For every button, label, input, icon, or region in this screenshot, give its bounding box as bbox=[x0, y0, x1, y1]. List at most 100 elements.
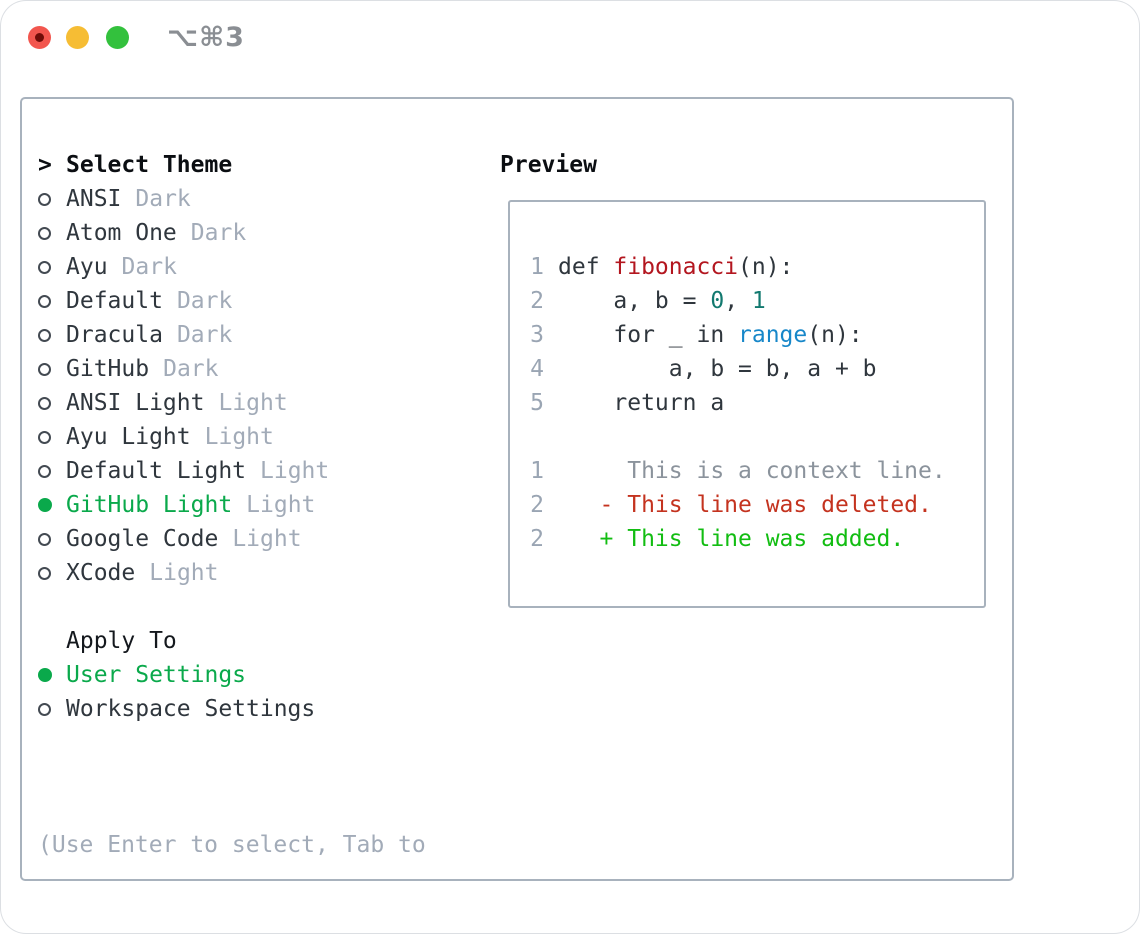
theme-variant-label: Light bbox=[260, 458, 330, 484]
option-label: ANSI Light bbox=[66, 390, 205, 416]
theme-option-ayu[interactable]: Ayu Dark bbox=[38, 250, 329, 284]
code-segment-plain: a, b = b, a + b bbox=[558, 356, 877, 382]
code-segment-builtin: range bbox=[738, 322, 808, 348]
theme-option-google-code[interactable]: Google Code Light bbox=[38, 522, 329, 556]
code-line: 5 return a bbox=[510, 386, 984, 420]
close-button[interactable] bbox=[28, 26, 51, 49]
line-number: 2 bbox=[530, 492, 544, 518]
radio-unselected-icon bbox=[38, 396, 66, 410]
theme-option-ayu-light[interactable]: Ayu Light Light bbox=[38, 420, 329, 454]
radio-selected-icon bbox=[38, 498, 66, 512]
theme-option-xcode[interactable]: XCode Light bbox=[38, 556, 329, 590]
line-number: 2 bbox=[530, 288, 544, 314]
apply-options-list: User Settings Workspace Settings bbox=[38, 658, 315, 726]
select-theme-label: Select Theme bbox=[66, 152, 233, 178]
line-number: 2 bbox=[530, 526, 544, 552]
apply-to-header: Apply To bbox=[38, 624, 315, 658]
theme-variant-label: Dark bbox=[121, 254, 177, 280]
code-segment-added: + This line was added. bbox=[558, 526, 905, 552]
theme-option-github[interactable]: GitHub Dark bbox=[38, 352, 329, 386]
radio-unselected-icon bbox=[38, 362, 66, 376]
option-label: User Settings bbox=[66, 662, 247, 688]
code-line: 4 a, b = b, a + b bbox=[510, 352, 984, 386]
theme-select-section: > Select Theme ANSI Dark Atom One Dark Ayu Da… bbox=[38, 148, 329, 590]
code-line: 1 def fibonacci(n): bbox=[510, 250, 984, 284]
radio-unselected-icon bbox=[38, 226, 66, 240]
radio-unselected-icon bbox=[38, 192, 66, 206]
code-segment-deleted: - This line was deleted. bbox=[558, 492, 932, 518]
radio-unselected-icon bbox=[38, 566, 66, 580]
option-label: Atom One bbox=[66, 220, 177, 246]
theme-variant-label: Dark bbox=[176, 288, 233, 314]
code-segment-plain: for _ in bbox=[558, 322, 739, 348]
radio-selected-icon bbox=[38, 668, 66, 682]
theme-variant-label: Dark bbox=[163, 356, 219, 382]
option-label: Default bbox=[66, 288, 163, 314]
theme-variant-label: Light bbox=[204, 424, 274, 450]
line-number: 5 bbox=[530, 390, 544, 416]
radio-unselected-icon bbox=[38, 702, 66, 716]
theme-variant-label: Dark bbox=[176, 322, 233, 348]
code-line: 1 This is a context line. bbox=[510, 454, 984, 488]
option-label: Dracula bbox=[66, 322, 163, 348]
code-segment-context: This is a context line. bbox=[558, 458, 946, 484]
code-line: 3 for _ in range(n): bbox=[510, 318, 984, 352]
preview-title: Preview bbox=[500, 152, 597, 178]
hint-line-1: (Use Enter to select, Tab to bbox=[38, 832, 426, 858]
theme-option-github-light[interactable]: GitHub Light Light bbox=[38, 488, 329, 522]
theme-option-ansi-light[interactable]: ANSI Light Light bbox=[38, 386, 329, 420]
theme-option-default[interactable]: Default Dark bbox=[38, 284, 329, 318]
option-label: Ayu Light bbox=[66, 424, 191, 450]
theme-option-default-light[interactable]: Default Light Light bbox=[38, 454, 329, 488]
code-text: def fibonacci(n): bbox=[558, 254, 793, 280]
radio-unselected-icon bbox=[38, 328, 66, 342]
option-label: Default Light bbox=[66, 458, 247, 484]
code-line: 2 - This line was deleted. bbox=[510, 488, 984, 522]
code-text: - This line was deleted. bbox=[558, 492, 932, 518]
select-theme-header: > Select Theme bbox=[38, 148, 329, 182]
zoom-button[interactable] bbox=[106, 26, 129, 49]
code-text: for _ in range(n): bbox=[558, 322, 862, 348]
code-segment-number: 0 bbox=[710, 288, 725, 314]
code-segment-number: 1 bbox=[751, 288, 766, 314]
theme-variant-label: Dark bbox=[190, 220, 247, 246]
code-segment-plain: (n): bbox=[738, 254, 794, 280]
preview-pane: 1 def fibonacci(n): 2 a, b = 0, 1 3 for _ i… bbox=[508, 200, 986, 608]
code-text: + This line was added. bbox=[558, 526, 905, 552]
apply-to-section: Apply To User Settings Workspace Settings bbox=[38, 624, 315, 726]
theme-option-ansi[interactable]: ANSI Dark bbox=[38, 182, 329, 216]
option-label: XCode bbox=[66, 560, 136, 586]
theme-dialog-panel: > Select Theme ANSI Dark Atom One Dark Ayu Da… bbox=[20, 97, 1014, 881]
line-number: 1 bbox=[530, 458, 544, 484]
line-number: 1 bbox=[530, 254, 544, 280]
code-segment-plain: , bbox=[724, 288, 752, 314]
radio-unselected-icon bbox=[38, 260, 66, 274]
option-label: Workspace Settings bbox=[66, 696, 316, 722]
theme-option-atom-one[interactable]: Atom One Dark bbox=[38, 216, 329, 250]
radio-unselected-icon bbox=[38, 532, 66, 546]
option-label: Ayu bbox=[66, 254, 108, 280]
apply-option-user-settings[interactable]: User Settings bbox=[38, 658, 315, 692]
code-preview: 1 def fibonacci(n): 2 a, b = 0, 1 3 for _ i… bbox=[510, 250, 984, 556]
option-label: GitHub Light bbox=[66, 492, 233, 518]
keyboard-hint: (Use Enter to select, Tab to change focu… bbox=[38, 760, 426, 934]
code-text: a, b = b, a + b bbox=[558, 356, 877, 382]
code-segment-plain: a, b = bbox=[558, 288, 711, 314]
unsaved-dot-icon bbox=[35, 33, 44, 42]
code-line bbox=[510, 420, 984, 454]
option-label: ANSI bbox=[66, 186, 122, 212]
code-text: This is a context line. bbox=[558, 458, 946, 484]
hint-line-2: change focus) bbox=[38, 930, 426, 934]
apply-to-label: Apply To bbox=[66, 628, 177, 654]
line-number: 4 bbox=[530, 356, 544, 382]
minimize-button[interactable] bbox=[66, 26, 89, 49]
theme-option-dracula[interactable]: Dracula Dark bbox=[38, 318, 329, 352]
code-segment-plain: return a bbox=[558, 390, 725, 416]
theme-variant-label: Light bbox=[149, 560, 219, 586]
radio-unselected-icon bbox=[38, 430, 66, 444]
line-number: 3 bbox=[530, 322, 544, 348]
apply-option-workspace-settings[interactable]: Workspace Settings bbox=[38, 692, 315, 726]
focus-cursor-icon: > bbox=[38, 152, 52, 178]
radio-unselected-icon bbox=[38, 464, 66, 478]
